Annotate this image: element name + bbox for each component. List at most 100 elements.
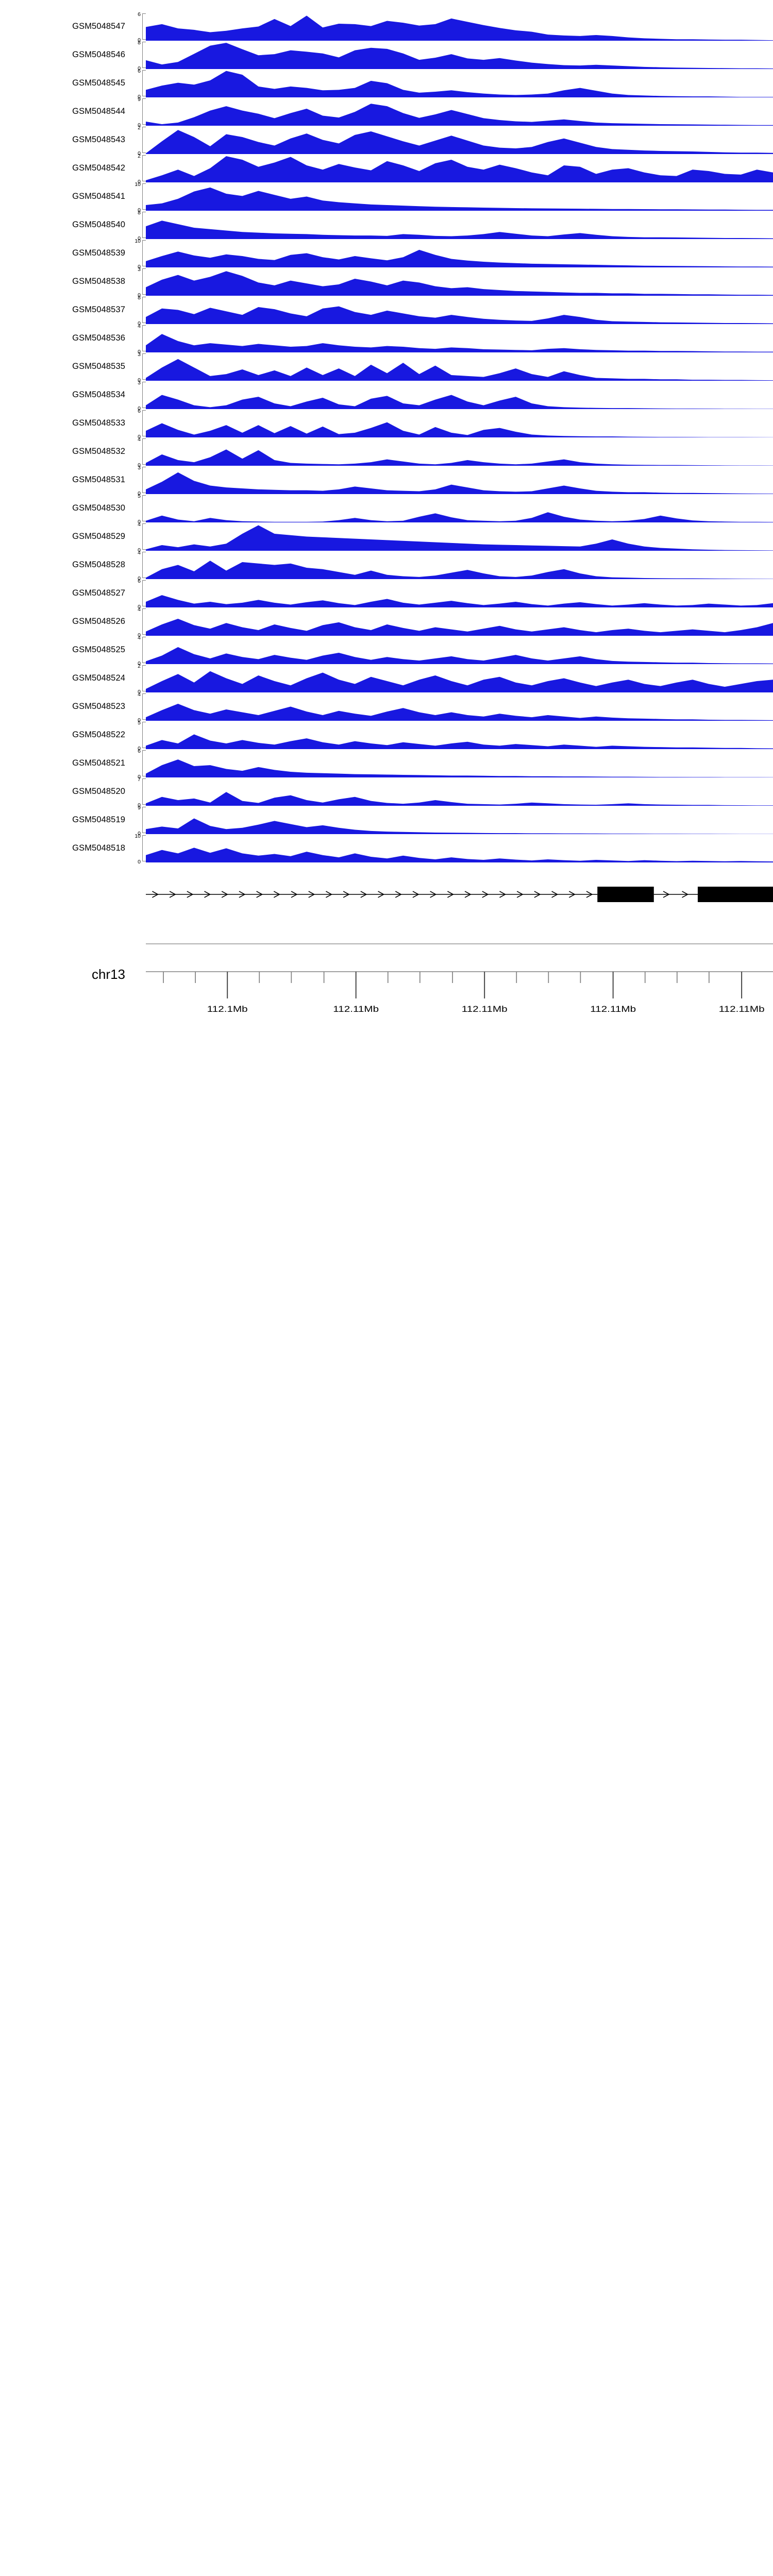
- coverage-plot[interactable]: [146, 551, 773, 579]
- coverage-plot[interactable]: [146, 324, 773, 352]
- coverage-plot[interactable]: [146, 69, 773, 97]
- y-axis-max-label: 9: [138, 805, 141, 811]
- coverage-track: GSM5048518 10 0: [0, 834, 773, 865]
- coverage-plot[interactable]: [146, 579, 773, 607]
- track-label-GSM5048542: GSM5048542: [72, 163, 125, 173]
- coverage-plot[interactable]: [146, 381, 773, 409]
- coverage-plot[interactable]: [146, 12, 773, 41]
- coverage-plot[interactable]: [146, 97, 773, 126]
- coverage-area: [146, 249, 773, 267]
- coverage-area: [146, 449, 773, 466]
- coverage-track: GSM5048532 4 0: [0, 437, 773, 468]
- coverage-track: GSM5048536 4 0: [0, 324, 773, 354]
- coverage-track: GSM5048527 6 0: [0, 579, 773, 609]
- coverage-plot[interactable]: [146, 409, 773, 437]
- coverage-plot[interactable]: [146, 607, 773, 636]
- coverage-area: [146, 334, 773, 352]
- coverage-plot[interactable]: [146, 239, 773, 267]
- track-label-GSM5048524: GSM5048524: [72, 673, 125, 683]
- y-axis-max-label: 8: [138, 295, 141, 301]
- y-axis-bracket: [142, 155, 146, 181]
- y-axis-bracket: [142, 353, 146, 380]
- coverage-plot[interactable]: [146, 692, 773, 721]
- coverage-plot[interactable]: [146, 494, 773, 522]
- coverage-plot[interactable]: [146, 154, 773, 182]
- track-y-axis: 10 0: [131, 182, 146, 213]
- y-axis-max-label: 9: [138, 96, 141, 103]
- strand-arrow: [499, 891, 507, 898]
- track-label-GSM5048544: GSM5048544: [72, 107, 125, 116]
- strand-arrow: [412, 891, 419, 898]
- coverage-plot[interactable]: [146, 126, 773, 154]
- y-axis-bracket: [142, 325, 146, 351]
- gene-model-label-spacer: [0, 862, 146, 940]
- track-label-GSM5048533: GSM5048533: [72, 418, 125, 428]
- coverage-track: GSM5048535 3 0: [0, 352, 773, 383]
- track-label-GSM5048522: GSM5048522: [72, 730, 125, 739]
- coverage-area: [146, 156, 773, 182]
- strand-arrow: [343, 891, 350, 898]
- coverage-plot[interactable]: [146, 437, 773, 466]
- axis-tick-label: 112.11Mb: [333, 1005, 379, 1014]
- strand-arrow: [360, 891, 367, 898]
- coverage-plot[interactable]: [146, 806, 773, 834]
- y-axis-max-label: 8: [138, 210, 141, 216]
- track-label-GSM5048526: GSM5048526: [72, 617, 125, 626]
- axis-spacer: [131, 940, 146, 1069]
- y-axis-max-label: 6: [138, 748, 141, 754]
- genome-axis-svg: 112.1Mb 112.11Mb 112.11Mb 112.11Mb 112.11Mb: [146, 943, 773, 1014]
- chromosome-label: chr13: [91, 967, 125, 982]
- strand-arrow: [187, 891, 194, 898]
- y-axis-bracket: [142, 297, 146, 323]
- coverage-plot[interactable]: [146, 834, 773, 862]
- track-label-GSM5048529: GSM5048529: [72, 532, 125, 541]
- y-axis-min-label: 0: [138, 207, 141, 213]
- gene-model-plot[interactable]: [146, 862, 773, 940]
- coverage-plot[interactable]: [146, 777, 773, 806]
- track-y-axis: 10 0: [131, 239, 146, 269]
- genome-axis-plot[interactable]: 112.1Mb 112.11Mb 112.11Mb 112.11Mb 112.11Mb: [146, 940, 773, 1069]
- coverage-plot[interactable]: [146, 721, 773, 749]
- y-axis-max-label: 3: [138, 465, 141, 471]
- coverage-plot[interactable]: [146, 352, 773, 381]
- exon-box-2: [697, 887, 773, 902]
- coverage-plot[interactable]: [146, 466, 773, 494]
- coverage-area: [146, 271, 773, 296]
- coverage-plot[interactable]: [146, 182, 773, 211]
- coverage-plot[interactable]: [146, 267, 773, 296]
- coverage-area: [146, 671, 773, 692]
- y-axis-min-label: 0: [138, 773, 141, 780]
- y-axis-min-label: 0: [138, 433, 141, 440]
- coverage-plot[interactable]: [146, 41, 773, 69]
- coverage-area: [146, 221, 773, 239]
- y-axis-max-label: 6: [138, 11, 141, 18]
- coverage-plot[interactable]: [146, 749, 773, 777]
- coverage-track: GSM5048519 9 0: [0, 805, 773, 836]
- coverage-track: GSM5048538 3 0: [0, 267, 773, 298]
- y-axis-min-label: 0: [138, 745, 141, 752]
- coverage-area: [146, 595, 773, 607]
- coverage-plot[interactable]: [146, 296, 773, 324]
- track-y-axis: 10 0: [131, 834, 146, 865]
- coverage-track: GSM5048539 10 0: [0, 239, 773, 269]
- coverage-track: GSM5048530 5 0: [0, 494, 773, 524]
- y-axis-bracket: [142, 835, 146, 861]
- strand-arrow: [516, 891, 524, 898]
- y-axis-bracket: [142, 127, 146, 153]
- coverage-track: GSM5048533 6 0: [0, 409, 773, 440]
- coverage-track: GSM5048522 5 0: [0, 720, 773, 752]
- coverage-plot[interactable]: [146, 211, 773, 239]
- coverage-area: [146, 848, 773, 862]
- coverage-plot[interactable]: [146, 664, 773, 692]
- track-label-GSM5048527: GSM5048527: [72, 588, 125, 598]
- coverage-plot[interactable]: [146, 522, 773, 551]
- coverage-plot[interactable]: [146, 636, 773, 664]
- y-axis-bracket: [142, 438, 146, 465]
